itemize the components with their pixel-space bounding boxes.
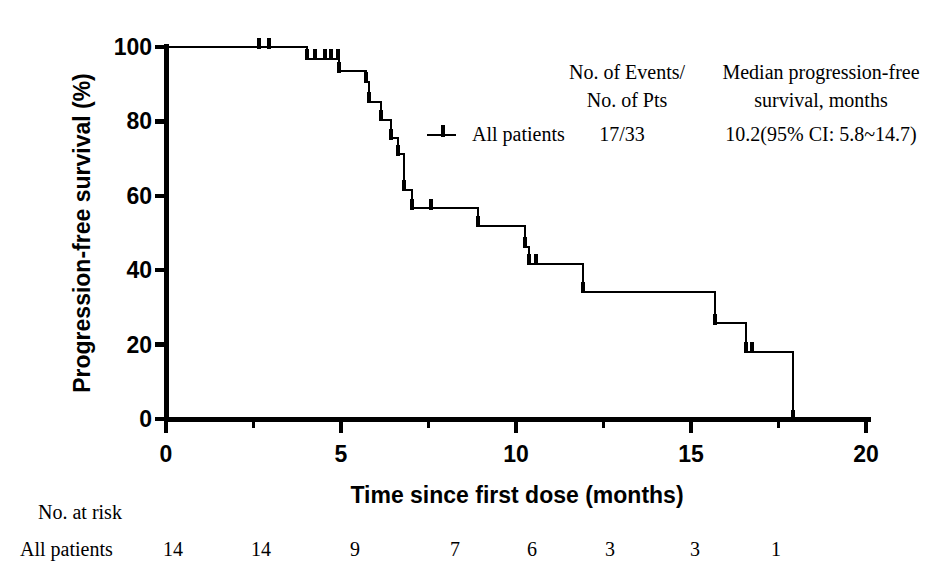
censor-tick <box>329 49 333 60</box>
event-tick <box>410 199 414 210</box>
censor-tick <box>336 49 340 60</box>
event-tick <box>523 237 527 248</box>
x-axis-minor-tick <box>427 419 430 428</box>
legend-series-label: All patients <box>472 123 565 146</box>
event-tick <box>337 62 341 73</box>
event-tick <box>367 92 371 103</box>
y-tick-label: 20 <box>126 332 152 358</box>
y-axis-title: Progression-free survival (%) <box>69 73 95 393</box>
y-tick-label: 80 <box>126 108 152 134</box>
x-tick-label: 10 <box>503 441 529 467</box>
x-axis-minor-tick <box>252 419 255 428</box>
y-tick-label: 40 <box>126 257 152 283</box>
event-tick <box>402 180 406 191</box>
risk-count: 7 <box>450 538 460 560</box>
y-axis-tick <box>155 194 164 198</box>
legend-events-header-line1: No. of Events/ <box>569 61 686 83</box>
legend-events-value: 17/33 <box>599 123 645 145</box>
legend-events-header-line2: No. of Pts <box>587 89 668 111</box>
km-survival-figure: 0 20 40 60 80 100 0 5 10 15 20 Time since first dos… <box>0 0 931 586</box>
legend-median-header-line2: survival, months <box>754 89 888 111</box>
legend-marker-censor-tick <box>441 125 445 137</box>
legend-median-value: 10.2(95% CI: 5.8~14.7) <box>725 123 916 146</box>
x-axis-major-tick <box>689 419 693 433</box>
km-curve-all-patients <box>166 47 793 419</box>
event-tick <box>476 216 480 227</box>
event-tick <box>389 129 393 140</box>
x-axis-minor-tick <box>602 419 605 428</box>
x-axis-minor-tick <box>777 419 780 428</box>
x-axis-major-tick <box>514 419 518 433</box>
x-axis-major-tick <box>164 419 168 433</box>
y-tick-label: 100 <box>114 34 152 60</box>
y-axis-tick <box>155 268 164 272</box>
event-tick <box>379 110 383 121</box>
km-chart-canvas: 0 20 40 60 80 100 0 5 10 15 20 Time since first dos… <box>0 0 931 586</box>
censor-tick <box>313 49 317 60</box>
event-tick <box>527 254 531 265</box>
x-tick-label: 15 <box>678 441 704 467</box>
y-axis-tick <box>155 417 164 421</box>
risk-count: 9 <box>350 538 360 560</box>
risk-count: 6 <box>527 538 537 560</box>
censor-tick <box>257 38 261 49</box>
x-axis-title: Time since first dose (months) <box>350 482 683 508</box>
risk-count: 3 <box>690 538 700 560</box>
y-axis-tick <box>155 342 164 346</box>
x-tick-label: 0 <box>160 441 173 467</box>
event-tick <box>791 410 795 421</box>
event-tick <box>744 342 748 353</box>
risk-count: 1 <box>771 538 781 560</box>
x-axis-major-tick <box>864 419 868 433</box>
y-axis-tick <box>155 45 164 49</box>
risk-count: 14 <box>251 538 271 560</box>
risk-count: 14 <box>163 538 183 560</box>
event-tick <box>581 282 585 293</box>
censor-tick <box>323 49 327 60</box>
event-tick <box>305 49 309 60</box>
risk-count: 3 <box>605 538 615 560</box>
risk-table-title: No. at risk <box>38 501 122 523</box>
x-tick-label: 20 <box>853 441 879 467</box>
event-tick <box>396 145 400 156</box>
x-axis-major-tick <box>339 419 343 433</box>
y-tick-label: 60 <box>126 183 152 209</box>
censor-tick <box>429 199 433 210</box>
x-tick-label: 5 <box>335 441 348 467</box>
event-tick <box>364 72 368 83</box>
y-axis-line <box>164 44 169 422</box>
y-tick-label: 0 <box>139 406 152 432</box>
y-axis-tick <box>155 119 164 123</box>
censor-tick <box>267 38 271 49</box>
event-tick <box>713 314 717 325</box>
legend-median-header-line1: Median progression-free <box>722 61 919 84</box>
risk-row-label: All patients <box>20 538 113 561</box>
censor-tick <box>750 342 754 353</box>
censor-tick <box>534 254 538 265</box>
